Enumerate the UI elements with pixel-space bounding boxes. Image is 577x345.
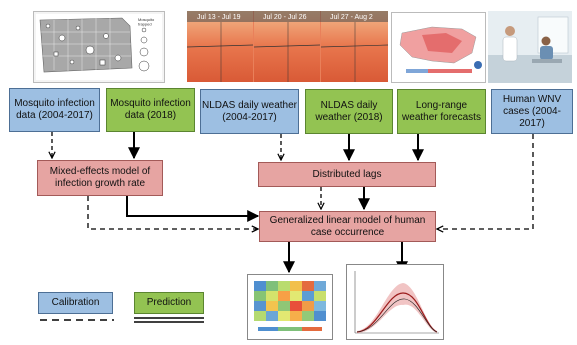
map-legend-header: Mosquito trapped [138, 17, 155, 27]
legend-prediction-label: Prediction [146, 297, 192, 308]
human-wnv-cases-node: Human WNV cases (2004-2017) [491, 89, 573, 134]
mosquito-trap-map-image: Mosquito trapped [33, 11, 165, 83]
edge-mixed-to-glm-solid [126, 196, 260, 222]
weather-forecasts-node: Long-range weather forecasts [397, 89, 486, 134]
week-label-3: Jul 27 - Aug 2 [330, 14, 373, 21]
glm-human-case-node: Generalized linear model of human case o… [259, 211, 436, 242]
legend-calibration-label: Calibration [51, 297, 100, 308]
nldas-calibration-label: NLDAS daily weather (2004-2017) [201, 99, 298, 123]
case-curve-output-image [346, 264, 444, 340]
mixed-effects-model-node: Mixed-effects model of infection growth … [37, 160, 163, 196]
edge-human-to-glm [437, 134, 534, 229]
mosquito-prediction-data-node: Mosquito infection data (2018) [106, 88, 195, 132]
legend-calibration-swatch: Calibration [38, 292, 113, 314]
weather-forecasts-label: Long-range weather forecasts [402, 99, 481, 123]
distributed-lags-node: Distributed lags [258, 162, 436, 187]
mosquito-calibration-label: Mosquito infection data (2004-2017) [14, 98, 95, 121]
nldas-prediction-label: NLDAS daily weather (2018) [315, 99, 383, 123]
weekly-weather-maps-image: Jul 13 - Jul 19 Jul 20 - Jul 26 Jul 27 -… [187, 11, 388, 82]
week-label-2: Jul 20 - Jul 26 [263, 14, 307, 21]
mosquito-calibration-data-node: Mosquito infection data (2004-2017) [9, 88, 100, 132]
week-label-1: Jul 13 - Jul 19 [197, 14, 241, 21]
legend-prediction-swatch: Prediction [134, 292, 204, 314]
us-forecast-map-image [391, 12, 486, 83]
distributed-lags-label: Distributed lags [312, 168, 382, 180]
risk-map-output-image [247, 274, 333, 340]
nldas-calibration-weather-node: NLDAS daily weather (2004-2017) [200, 89, 299, 134]
nldas-prediction-weather-node: NLDAS daily weather (2018) [305, 89, 393, 134]
mosquito-prediction-label: Mosquito infection data (2018) [110, 98, 191, 121]
edge-mixed-to-glm-dashed [87, 196, 258, 229]
mixed-effects-model-label: Mixed-effects model of infection growth … [49, 166, 151, 189]
clinical-photo-image [488, 11, 572, 83]
human-wnv-cases-label: Human WNV cases (2004-2017) [502, 93, 562, 129]
glm-human-case-label: Generalized linear model of human case o… [269, 214, 426, 238]
